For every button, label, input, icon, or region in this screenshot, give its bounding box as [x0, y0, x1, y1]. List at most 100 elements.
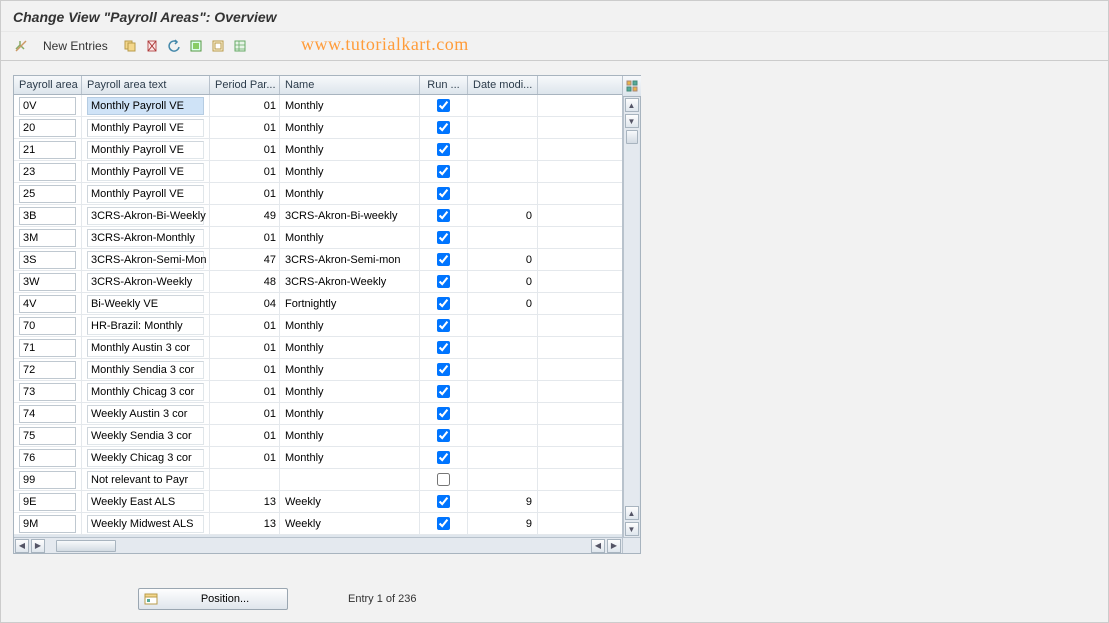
payroll-area-input[interactable] — [19, 405, 76, 423]
new-entries-button[interactable]: New Entries — [37, 37, 114, 55]
run-payroll-checkbox[interactable] — [437, 275, 450, 288]
table-row[interactable]: Monthly Payroll VE01Monthly — [14, 117, 622, 139]
payroll-area-input[interactable] — [19, 119, 76, 137]
col-header-date[interactable]: Date modi... — [468, 76, 538, 94]
payroll-area-text[interactable]: Weekly Austin 3 cor — [87, 405, 204, 423]
table-row[interactable]: Monthly Sendia 3 cor01Monthly — [14, 359, 622, 381]
run-payroll-checkbox[interactable] — [437, 231, 450, 244]
scroll-up-icon[interactable]: ▲ — [625, 98, 639, 112]
payroll-area-input[interactable] — [19, 207, 76, 225]
delete-icon[interactable] — [142, 36, 162, 56]
payroll-area-input[interactable] — [19, 449, 76, 467]
scroll-thumb[interactable] — [626, 130, 638, 144]
table-row[interactable]: 3CRS-Akron-Bi-Weekly493CRS-Akron-Bi-week… — [14, 205, 622, 227]
payroll-area-input[interactable] — [19, 185, 76, 203]
scroll-down2-icon[interactable]: ▼ — [625, 522, 639, 536]
payroll-area-input[interactable] — [19, 493, 76, 511]
select-all-icon[interactable] — [186, 36, 206, 56]
payroll-area-input[interactable] — [19, 383, 76, 401]
payroll-area-text[interactable]: Monthly Payroll VE — [87, 97, 204, 115]
run-payroll-checkbox[interactable] — [437, 495, 450, 508]
payroll-area-input[interactable] — [19, 273, 76, 291]
run-payroll-checkbox[interactable] — [437, 473, 450, 486]
table-settings-icon[interactable] — [230, 36, 250, 56]
payroll-area-input[interactable] — [19, 471, 76, 489]
payroll-area-input[interactable] — [19, 163, 76, 181]
table-row[interactable]: HR-Brazil: Monthly01Monthly — [14, 315, 622, 337]
scroll-down-icon[interactable]: ▼ — [625, 114, 639, 128]
payroll-area-input[interactable] — [19, 141, 76, 159]
col-header-payroll-area[interactable]: Payroll area — [14, 76, 82, 94]
payroll-area-text[interactable]: Monthly Payroll VE — [87, 119, 204, 137]
payroll-area-input[interactable] — [19, 427, 76, 445]
payroll-area-text[interactable]: Bi-Weekly VE — [87, 295, 204, 313]
payroll-area-text[interactable]: HR-Brazil: Monthly — [87, 317, 204, 335]
run-payroll-checkbox[interactable] — [437, 165, 450, 178]
payroll-area-text[interactable]: Monthly Payroll VE — [87, 141, 204, 159]
scroll-right2-icon[interactable]: ▶ — [607, 539, 621, 553]
table-row[interactable]: Monthly Chicag 3 cor01Monthly — [14, 381, 622, 403]
run-payroll-checkbox[interactable] — [437, 363, 450, 376]
table-row[interactable]: Not relevant to Payr — [14, 469, 622, 491]
position-button[interactable]: Position... — [138, 588, 288, 610]
payroll-area-input[interactable] — [19, 339, 76, 357]
table-row[interactable]: Weekly Chicag 3 cor01Monthly — [14, 447, 622, 469]
table-row[interactable]: Weekly Austin 3 cor01Monthly — [14, 403, 622, 425]
payroll-area-text[interactable]: Monthly Chicag 3 cor — [87, 383, 204, 401]
toggle-display-icon[interactable] — [11, 36, 31, 56]
run-payroll-checkbox[interactable] — [437, 341, 450, 354]
run-payroll-checkbox[interactable] — [437, 385, 450, 398]
table-row[interactable]: Monthly Payroll VE01Monthly — [14, 139, 622, 161]
payroll-area-text[interactable]: Weekly East ALS — [87, 493, 204, 511]
payroll-area-input[interactable] — [19, 317, 76, 335]
table-row[interactable]: Monthly Payroll VE01Monthly — [14, 183, 622, 205]
scroll-left2-icon[interactable]: ◀ — [591, 539, 605, 553]
run-payroll-checkbox[interactable] — [437, 451, 450, 464]
horizontal-scrollbar[interactable]: ◀ ▶ ◀ ▶ — [14, 537, 640, 553]
payroll-area-text[interactable]: Weekly Chicag 3 cor — [87, 449, 204, 467]
table-row[interactable]: Monthly Austin 3 cor01Monthly — [14, 337, 622, 359]
payroll-area-text[interactable]: Monthly Sendia 3 cor — [87, 361, 204, 379]
undo-icon[interactable] — [164, 36, 184, 56]
payroll-area-text[interactable]: 3CRS-Akron-Bi-Weekly — [87, 207, 204, 225]
run-payroll-checkbox[interactable] — [437, 517, 450, 530]
payroll-area-text[interactable]: 3CRS-Akron-Semi-Mon — [87, 251, 204, 269]
payroll-area-text[interactable]: 3CRS-Akron-Weekly — [87, 273, 204, 291]
table-row[interactable]: 3CRS-Akron-Semi-Mon473CRS-Akron-Semi-mon… — [14, 249, 622, 271]
scroll-left-icon[interactable]: ◀ — [15, 539, 29, 553]
run-payroll-checkbox[interactable] — [437, 99, 450, 112]
payroll-area-input[interactable] — [19, 97, 76, 115]
run-payroll-checkbox[interactable] — [437, 143, 450, 156]
table-row[interactable]: Weekly East ALS13Weekly9 — [14, 491, 622, 513]
payroll-area-text[interactable]: Weekly Midwest ALS — [87, 515, 204, 533]
payroll-area-input[interactable] — [19, 295, 76, 313]
hscroll-thumb[interactable] — [56, 540, 116, 552]
run-payroll-checkbox[interactable] — [437, 319, 450, 332]
table-row[interactable]: Bi-Weekly VE04Fortnightly0 — [14, 293, 622, 315]
run-payroll-checkbox[interactable] — [437, 407, 450, 420]
table-row[interactable]: 3CRS-Akron-Weekly483CRS-Akron-Weekly0 — [14, 271, 622, 293]
run-payroll-checkbox[interactable] — [437, 297, 450, 310]
run-payroll-checkbox[interactable] — [437, 209, 450, 222]
deselect-all-icon[interactable] — [208, 36, 228, 56]
payroll-area-text[interactable]: Monthly Payroll VE — [87, 185, 204, 203]
table-config-icon[interactable] — [623, 76, 641, 97]
payroll-area-text[interactable]: Monthly Austin 3 cor — [87, 339, 204, 357]
table-row[interactable]: Monthly Payroll VE01Monthly — [14, 95, 622, 117]
payroll-area-text[interactable]: Weekly Sendia 3 cor — [87, 427, 204, 445]
copy-icon[interactable] — [120, 36, 140, 56]
col-header-period[interactable]: Period Par... — [210, 76, 280, 94]
payroll-area-text[interactable]: Monthly Payroll VE — [87, 163, 204, 181]
payroll-area-text[interactable]: 3CRS-Akron-Monthly — [87, 229, 204, 247]
payroll-area-text[interactable]: Not relevant to Payr — [87, 471, 204, 489]
payroll-area-input[interactable] — [19, 229, 76, 247]
table-row[interactable]: Monthly Payroll VE01Monthly — [14, 161, 622, 183]
col-header-run[interactable]: Run ... — [420, 76, 468, 94]
table-row[interactable]: 3CRS-Akron-Monthly01Monthly — [14, 227, 622, 249]
payroll-area-input[interactable] — [19, 515, 76, 533]
scroll-right-icon[interactable]: ▶ — [31, 539, 45, 553]
payroll-area-input[interactable] — [19, 251, 76, 269]
payroll-area-input[interactable] — [19, 361, 76, 379]
table-row[interactable]: Weekly Sendia 3 cor01Monthly — [14, 425, 622, 447]
col-header-payroll-area-text[interactable]: Payroll area text — [82, 76, 210, 94]
